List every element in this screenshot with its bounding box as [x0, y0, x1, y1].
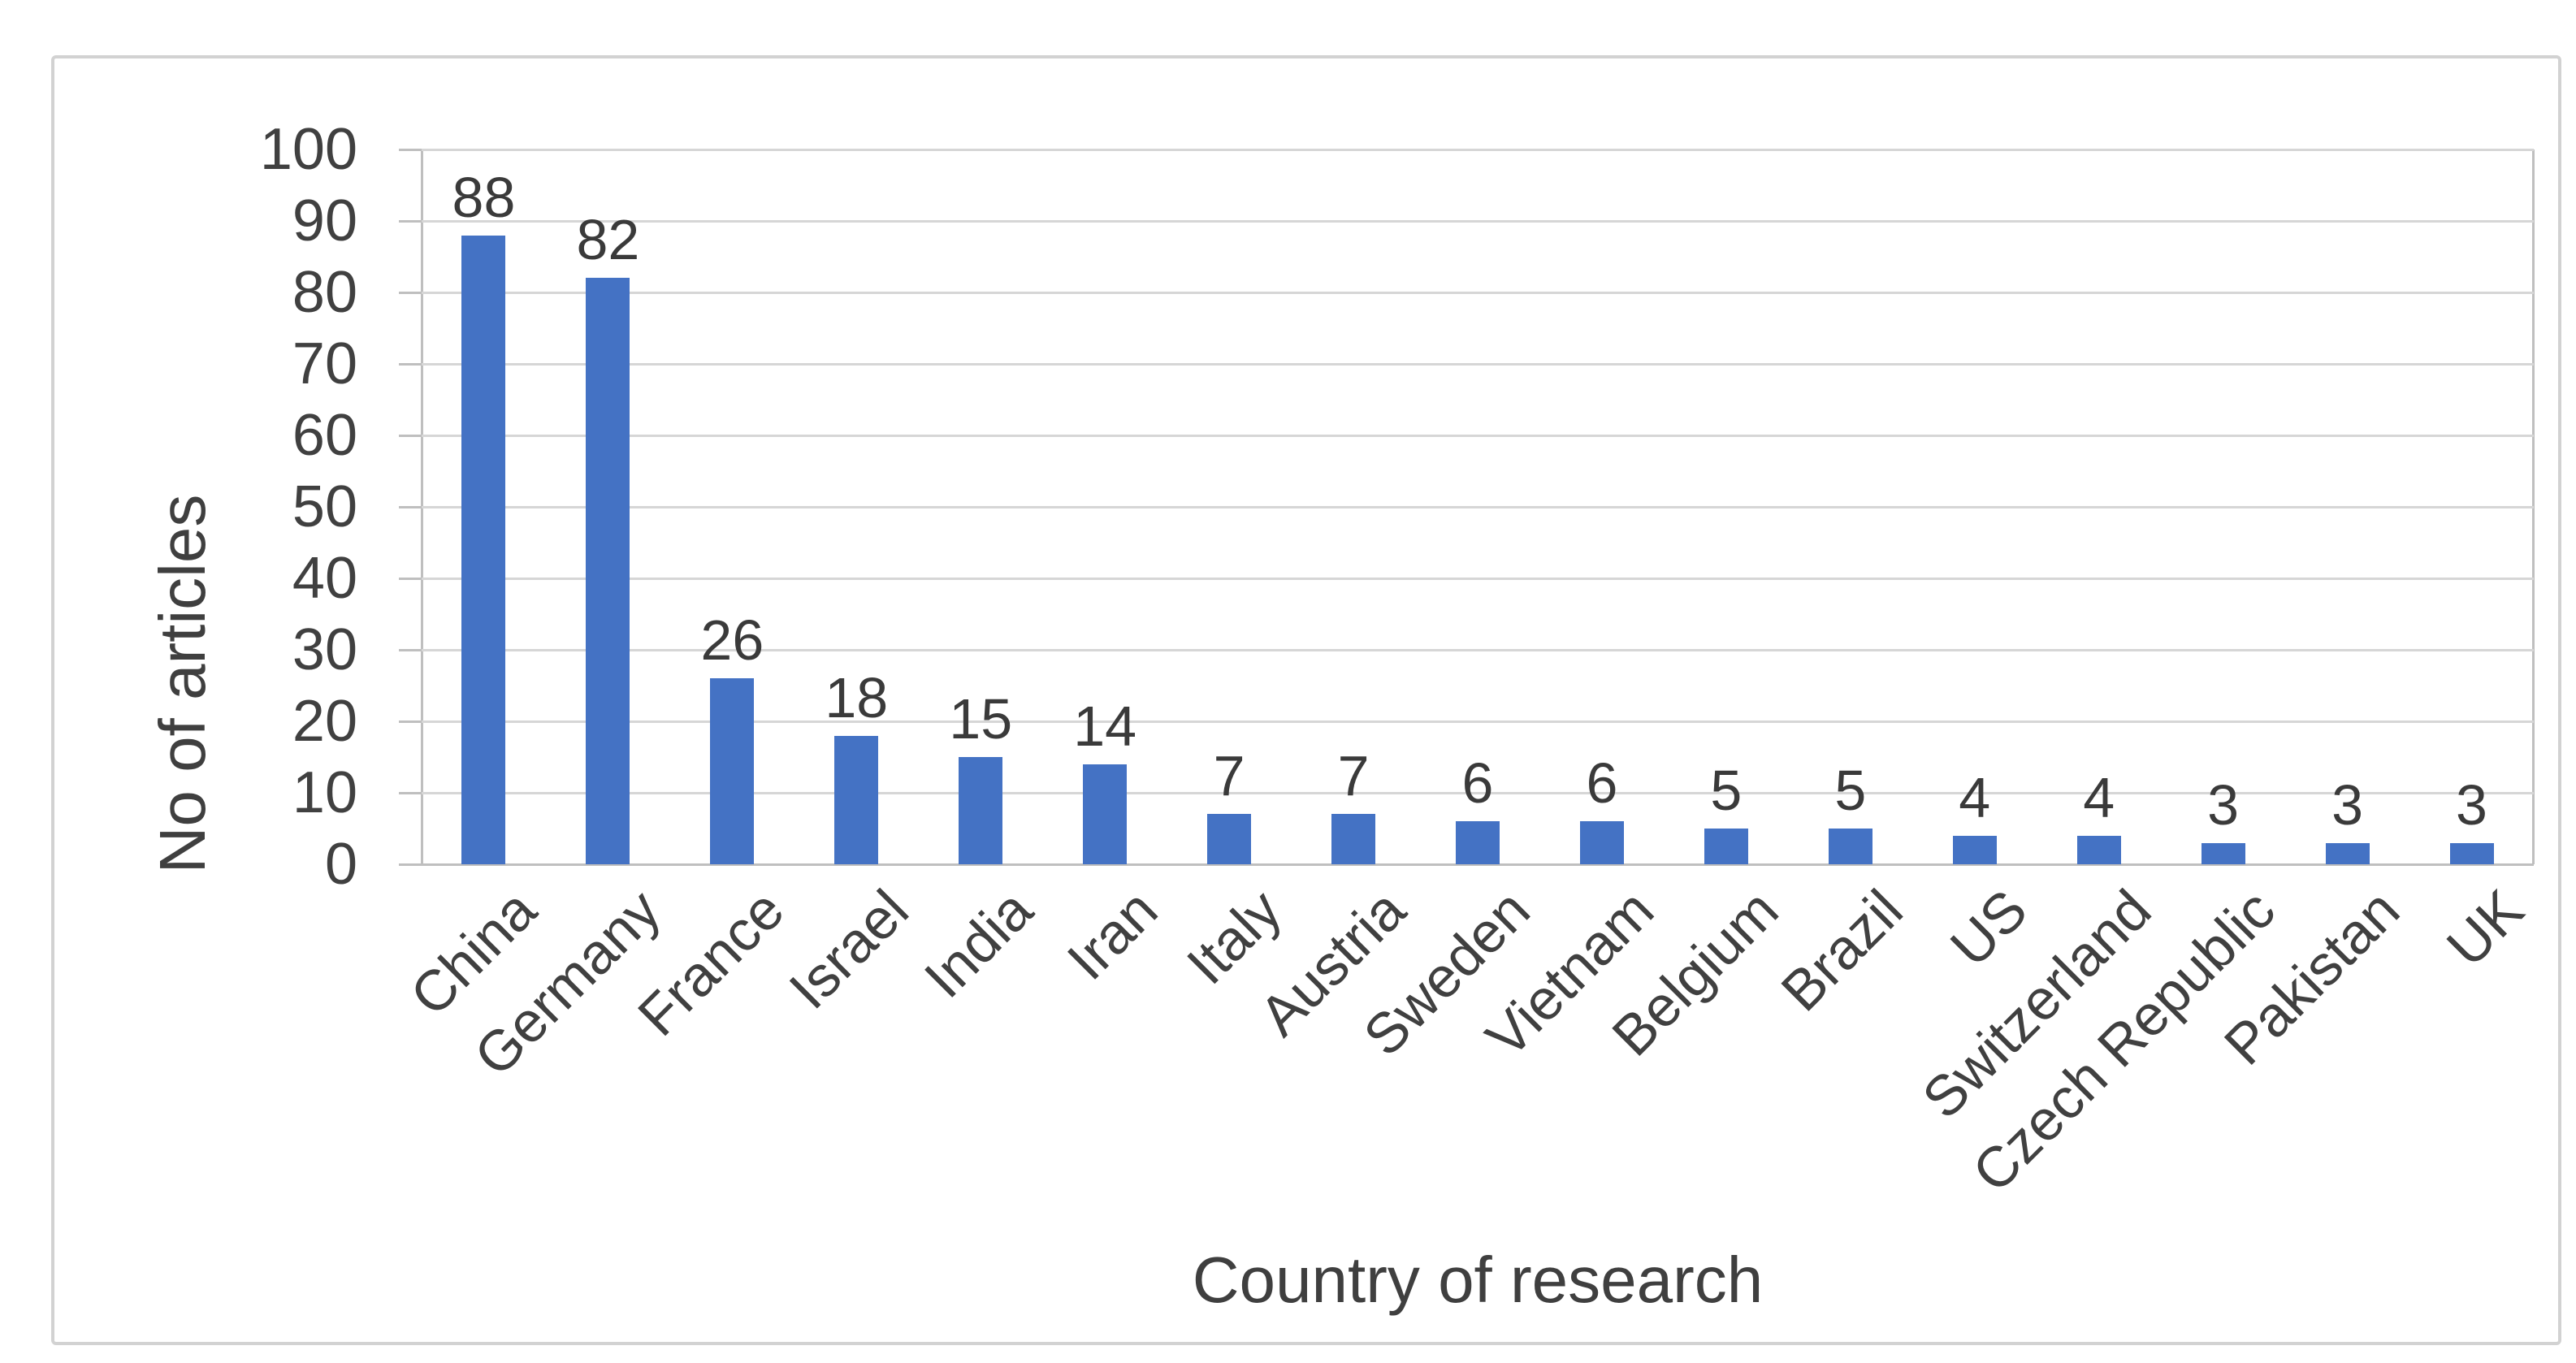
y-tick-label: 0: [324, 832, 357, 897]
x-category-label: Israel: [777, 877, 921, 1021]
bar-value-label: 82: [576, 208, 640, 272]
bar-pakistan: [2325, 842, 2370, 864]
bar-vietnam: [1579, 821, 1624, 864]
y-tick-label: 90: [292, 188, 357, 253]
x-category-label: India: [912, 877, 1045, 1010]
bar-china: [461, 235, 506, 864]
bar-value-label: 7: [1337, 744, 1370, 808]
bar-brazil: [1828, 829, 1872, 864]
y-tick-mark: [399, 720, 422, 723]
bar-switzerland: [2076, 835, 2121, 864]
bar-value-label: 5: [1834, 759, 1867, 822]
bar-value-label: 15: [949, 687, 1013, 751]
gridline: [422, 720, 2534, 723]
y-tick-label: 100: [259, 117, 357, 182]
bar-value-label: 6: [1586, 751, 1618, 816]
gridline: [422, 649, 2534, 651]
bar-germany: [586, 278, 630, 864]
bar-israel: [834, 735, 879, 864]
gridline: [422, 363, 2534, 366]
y-tick-mark: [399, 578, 422, 580]
x-category-label: US: [1937, 877, 2039, 979]
bar-france: [710, 678, 755, 864]
y-tick-mark: [399, 220, 422, 223]
bar-value-label: 4: [2083, 765, 2115, 829]
gridline: [422, 792, 2534, 794]
bar-value-label: 3: [2456, 772, 2487, 837]
x-axis-line: [422, 863, 2534, 866]
bar-italy: [1207, 814, 1252, 864]
y-tick-mark: [399, 506, 422, 508]
x-axis-title: Country of research: [1192, 1244, 1764, 1316]
gridline: [422, 435, 2534, 437]
bar-value-label: 6: [1461, 751, 1494, 816]
bar-value-label: 7: [1213, 744, 1245, 808]
y-tick-label: 70: [292, 331, 357, 396]
y-tick-label: 30: [292, 617, 357, 682]
y-tick-label: 60: [292, 403, 357, 468]
gridline: [422, 506, 2534, 508]
x-category-label: Iran: [1054, 877, 1169, 993]
bar-us: [1952, 835, 1997, 864]
y-tick-mark: [399, 649, 422, 651]
y-tick-mark: [399, 292, 422, 294]
gridline: [422, 578, 2534, 580]
x-category-label: Brazil: [1769, 877, 1915, 1023]
y-tick-mark: [399, 435, 422, 437]
gridline: [422, 149, 2534, 151]
y-tick-label: 20: [292, 689, 357, 754]
bar-value-label: 18: [825, 665, 889, 729]
bar-belgium: [1704, 829, 1748, 864]
y-tick-mark: [399, 149, 422, 151]
y-tick-mark: [399, 792, 422, 794]
bar-value-label: 14: [1073, 694, 1137, 758]
bar-iran: [1083, 764, 1128, 864]
plot-area: 100 90 80 70 60 50 40 30 20 10 0 88 China 82 Germany 26…: [260, 120, 2535, 1204]
bar-value-label: 4: [1959, 765, 1991, 829]
bar-austria: [1331, 814, 1376, 864]
y-tick-label: 80: [292, 260, 357, 325]
y-tick-mark: [399, 363, 422, 366]
chart-frame: No of articles 100 90 80 70 60 50 40 30 20 10 0 88 C…: [51, 55, 2561, 1345]
bar-india: [959, 757, 1003, 864]
bar-czech-republic: [2201, 842, 2245, 864]
bar-value-label: 26: [700, 608, 764, 673]
gridline: [422, 292, 2534, 294]
bar-sweden: [1456, 821, 1500, 864]
y-tick-label: 40: [292, 546, 357, 611]
bar-uk: [2449, 842, 2494, 864]
y-tick-label: 10: [292, 760, 357, 825]
x-category-label: UK: [2435, 877, 2536, 979]
y-tick-mark: [399, 863, 422, 866]
gridline: [422, 220, 2534, 223]
bar-value-label: 5: [1710, 759, 1743, 822]
bar-value-label: 3: [2207, 772, 2240, 837]
bar-value-label: 3: [2331, 772, 2364, 837]
bar-value-label: 88: [452, 165, 516, 229]
y-tick-label: 50: [292, 474, 357, 539]
